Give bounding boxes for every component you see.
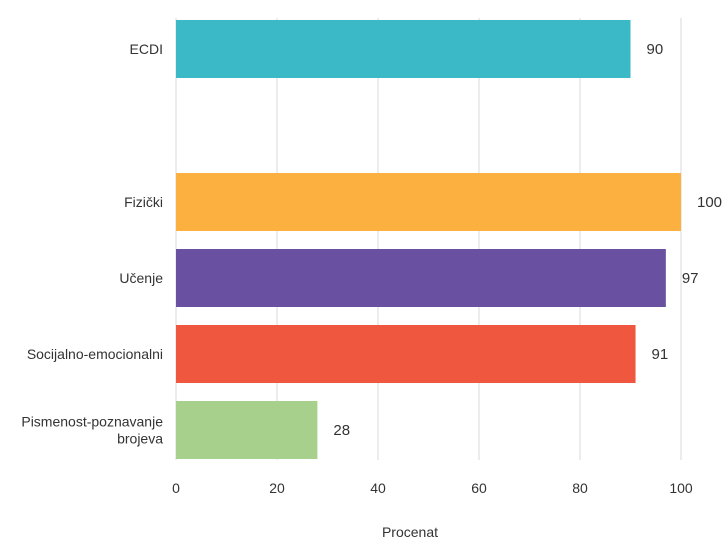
bar <box>176 173 681 231</box>
category-label: Socijalno-emocionalni <box>27 346 163 362</box>
bar <box>176 325 636 383</box>
x-tick-labels: 0 20 40 60 80 100 <box>172 480 693 496</box>
value-label: 90 <box>647 41 664 58</box>
category-label: Pismenost-poznavanje <box>21 414 163 430</box>
x-tick-label: 80 <box>572 480 588 496</box>
category-label: brojeva <box>117 431 163 447</box>
category-label: ECDI <box>130 41 163 57</box>
x-axis-title: Procenat <box>382 524 438 539</box>
bars <box>176 20 681 459</box>
gridlines <box>175 18 682 460</box>
category-label: Učenje <box>119 270 163 286</box>
bar <box>176 249 666 307</box>
category-label: Fizički <box>124 194 163 210</box>
bar <box>176 20 631 78</box>
bar <box>176 401 318 459</box>
value-label: 91 <box>652 346 669 363</box>
x-tick-label: 20 <box>269 480 285 496</box>
x-tick-label: 0 <box>172 480 180 496</box>
value-label: 100 <box>697 194 722 211</box>
value-label: 97 <box>682 270 699 287</box>
value-labels: 90 100 97 91 28 <box>333 41 722 439</box>
category-labels: ECDI Fizički Učenje Socijalno-emocionalni Pi… <box>21 41 163 447</box>
value-label: 28 <box>333 422 350 439</box>
x-tick-label: 100 <box>669 480 693 496</box>
x-tick-label: 60 <box>471 480 487 496</box>
x-tick-label: 40 <box>370 480 386 496</box>
